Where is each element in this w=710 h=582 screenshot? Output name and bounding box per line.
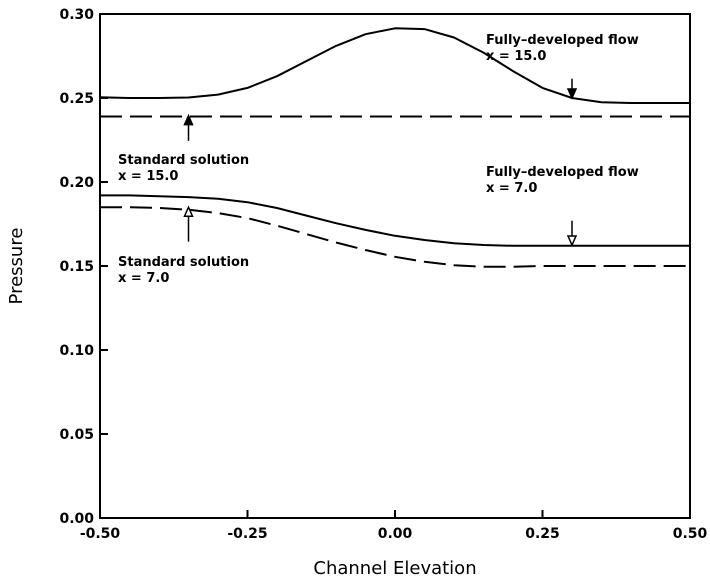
annotation-text: Fully–developed flow: [486, 33, 639, 48]
annotation-text: x = 15.0: [486, 49, 546, 64]
y-tick-label: 0.30: [59, 7, 94, 23]
axis-ticks: -0.50 -0.25 0.00 0.25 0.50 0.00 0.05 0.10 0.15 0.…: [59, 7, 707, 542]
y-tick-label: 0.00: [59, 511, 94, 527]
x-tick-label: 0.00: [378, 526, 413, 542]
arrow-head: [566, 88, 578, 100]
x-tick-label: 0.25: [525, 526, 560, 542]
y-tick-label: 0.10: [59, 343, 94, 359]
y-tick-label: 0.15: [59, 259, 94, 275]
x-tick-label: -0.25: [227, 526, 267, 542]
y-tick-label: 0.05: [59, 427, 94, 443]
series-line-3: [100, 194, 690, 247]
arrow-head: [566, 235, 578, 247]
annotation-text: Standard solution: [118, 255, 249, 270]
series-line-1: [99, 27, 690, 104]
x-tick-label: 0.50: [673, 526, 708, 542]
y-tick-label: 0.20: [59, 175, 94, 191]
annotation-text: x = 7.0: [486, 181, 537, 196]
arrow-head: [183, 205, 194, 217]
y-tick-label: 0.25: [59, 91, 94, 107]
x-tick-label: -0.50: [80, 526, 121, 542]
annotation-text: Fully–developed flow: [486, 165, 639, 180]
y-axis-title: Pressure: [6, 228, 27, 305]
series-line-4: [100, 206, 690, 268]
x-axis-title: Channel Elevation: [313, 558, 476, 579]
annotation-text: x = 7.0: [118, 271, 169, 286]
arrow-head: [183, 113, 194, 126]
annotation-text: Standard solution: [118, 153, 249, 168]
series-group: [99, 27, 690, 268]
annotation-text: x = 15.0: [118, 169, 178, 184]
